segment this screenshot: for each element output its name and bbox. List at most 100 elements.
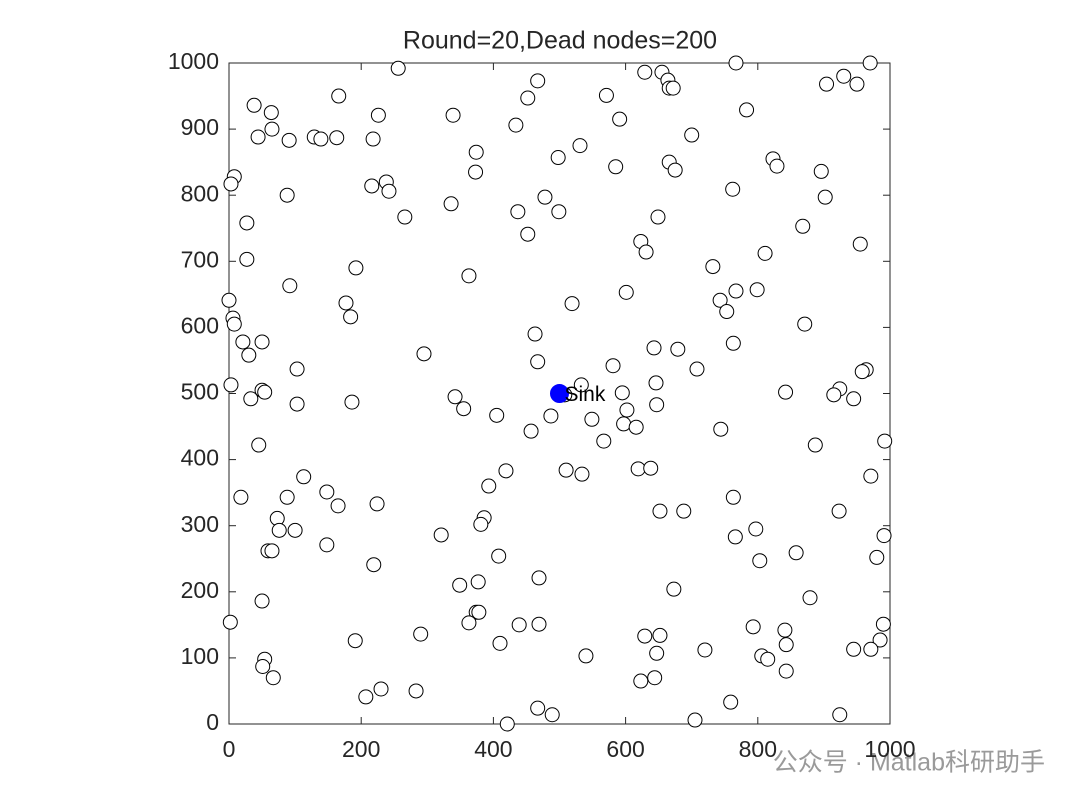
node <box>413 626 429 642</box>
node <box>365 131 381 147</box>
node <box>264 543 280 559</box>
x-tick-label: 1000 <box>864 736 915 762</box>
node <box>313 131 329 147</box>
node <box>637 628 653 644</box>
node <box>676 503 692 519</box>
node <box>725 335 741 351</box>
node <box>520 226 536 242</box>
node <box>712 292 728 308</box>
node <box>769 158 785 174</box>
node <box>725 489 741 505</box>
node <box>254 593 270 609</box>
node <box>748 521 764 537</box>
x-tick-label: 400 <box>474 736 512 762</box>
node <box>637 64 653 80</box>
node <box>819 76 835 92</box>
node <box>279 187 295 203</box>
node <box>757 245 773 261</box>
node <box>348 260 364 276</box>
node <box>370 107 386 123</box>
node <box>338 295 354 311</box>
node <box>852 236 868 252</box>
node <box>760 651 776 667</box>
node <box>251 437 267 453</box>
node <box>366 557 382 573</box>
node <box>749 282 765 298</box>
node <box>530 354 546 370</box>
node <box>511 617 527 633</box>
node <box>222 614 238 630</box>
node <box>263 105 279 121</box>
node <box>489 407 505 423</box>
node <box>584 411 600 427</box>
node <box>630 461 646 477</box>
node <box>875 616 891 632</box>
node <box>408 683 424 699</box>
node <box>364 178 380 194</box>
node <box>461 268 477 284</box>
node <box>481 478 497 494</box>
node <box>719 304 735 320</box>
node <box>876 528 892 544</box>
node <box>725 181 741 197</box>
node <box>573 377 589 393</box>
node <box>723 694 739 710</box>
node <box>235 334 251 350</box>
node <box>319 484 335 500</box>
node <box>443 196 459 212</box>
node <box>846 641 862 657</box>
node <box>832 707 848 723</box>
node <box>608 159 624 175</box>
node <box>369 496 385 512</box>
node <box>523 423 539 439</box>
node <box>778 637 794 653</box>
x-tick-label: 800 <box>739 736 777 762</box>
node <box>510 204 526 220</box>
node <box>281 132 297 148</box>
node <box>813 163 829 179</box>
node <box>543 408 559 424</box>
node <box>330 498 346 514</box>
node <box>537 189 553 205</box>
node <box>473 516 489 532</box>
y-tick-label: 400 <box>181 445 219 471</box>
node <box>416 346 432 362</box>
node <box>689 361 705 377</box>
node <box>492 635 508 651</box>
node <box>869 549 885 565</box>
node <box>381 183 397 199</box>
node <box>846 391 862 407</box>
watermark: 公众号 · Matlab科研助手 <box>773 749 1045 777</box>
node <box>233 489 249 505</box>
x-tick-label: 200 <box>342 736 380 762</box>
node <box>223 176 239 192</box>
node <box>279 489 295 505</box>
node <box>223 377 239 393</box>
node <box>802 590 818 606</box>
node <box>863 641 879 657</box>
node <box>452 577 468 593</box>
node <box>836 68 852 84</box>
node <box>619 402 635 418</box>
x-tick-label: 0 <box>223 736 236 762</box>
node <box>831 503 847 519</box>
node <box>287 522 303 538</box>
node <box>618 284 634 300</box>
node <box>319 537 335 553</box>
node <box>508 117 524 133</box>
node <box>289 396 305 412</box>
node <box>456 401 472 417</box>
node <box>397 209 413 225</box>
node <box>221 292 237 308</box>
node <box>296 469 312 485</box>
node <box>697 642 713 658</box>
node <box>255 658 271 674</box>
node <box>670 341 686 357</box>
node <box>226 316 242 332</box>
node <box>246 97 262 113</box>
node <box>239 251 255 267</box>
node <box>854 364 870 380</box>
node <box>468 164 484 180</box>
node <box>373 681 389 697</box>
node <box>643 460 659 476</box>
